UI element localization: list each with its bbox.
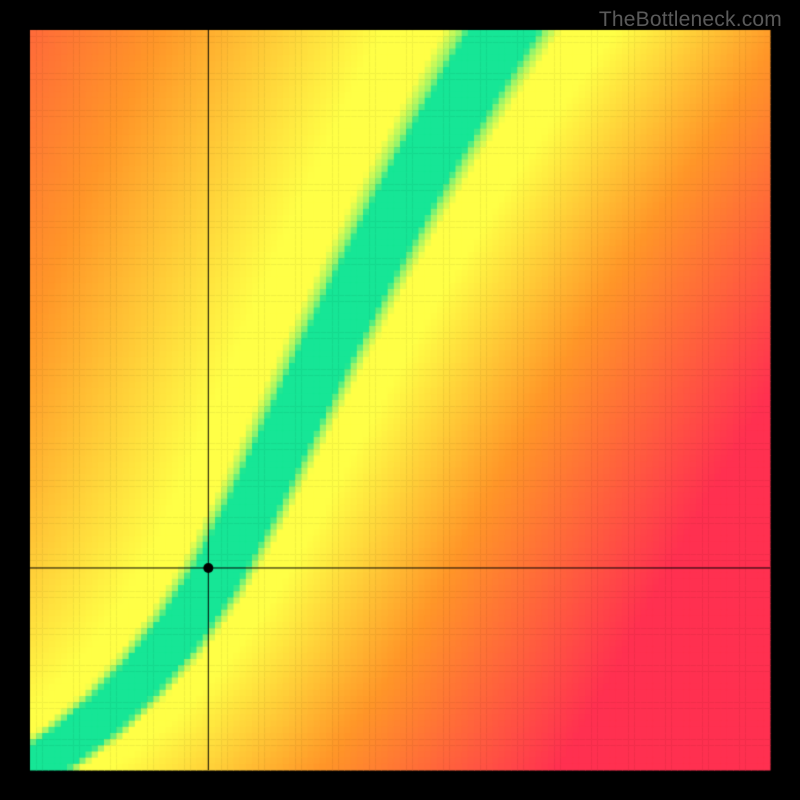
heatmap-canvas bbox=[0, 0, 800, 800]
chart-container: TheBottleneck.com bbox=[0, 0, 800, 800]
watermark-text: TheBottleneck.com bbox=[599, 8, 782, 32]
